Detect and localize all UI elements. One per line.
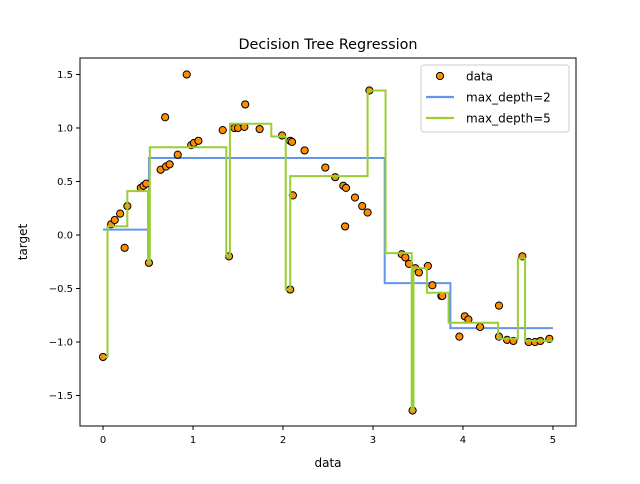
- data-point: [182, 70, 191, 79]
- x-tick-label: 2: [280, 435, 286, 446]
- data-point: [165, 160, 174, 169]
- data-point: [161, 113, 170, 122]
- data-point: [116, 209, 125, 218]
- data-point: [331, 173, 340, 182]
- chart-title: Decision Tree Regression: [238, 37, 417, 53]
- data-point: [494, 301, 504, 310]
- data-point: [300, 146, 309, 155]
- legend-label-data: data: [466, 70, 493, 84]
- data-point: [218, 126, 227, 135]
- y-tick-label: 0.0: [57, 230, 73, 241]
- data-point: [475, 322, 485, 332]
- y-tick-label: 1.0: [57, 123, 73, 134]
- data-point: [414, 268, 423, 277]
- data-point: [287, 137, 297, 146]
- y-tick-label: 0.5: [57, 177, 73, 188]
- legend-label-depth5: max_depth=5: [466, 112, 551, 126]
- legend: data max_depth=2 max_depth=5: [420, 64, 570, 133]
- data-point: [194, 136, 203, 145]
- x-tick-label: 4: [460, 435, 466, 446]
- data-point: [142, 179, 151, 188]
- y-axis: −1.5 −1.0 −0.5 0.0 0.5 1.0 1.5: [49, 70, 80, 402]
- data-point: [340, 222, 350, 231]
- x-tick-label: 0: [100, 435, 106, 446]
- axes-frame: [79, 57, 577, 427]
- data-point: [350, 193, 360, 202]
- y-tick-label: −1.0: [49, 337, 73, 348]
- data-point: [110, 215, 119, 225]
- data-point: [255, 124, 264, 134]
- data-point: [363, 208, 372, 217]
- data-point: [358, 201, 367, 211]
- data-point: [341, 183, 351, 193]
- x-tick-label: 3: [370, 435, 376, 446]
- legend-label-depth2: max_depth=2: [466, 91, 551, 105]
- x-tick-label: 1: [190, 435, 196, 446]
- data-point: [173, 150, 182, 159]
- plot-area: [98, 70, 554, 415]
- x-axis: 0 1 2 3 4 5: [100, 426, 556, 446]
- data-point: [278, 131, 287, 140]
- data-point: [428, 281, 437, 290]
- data-point: [321, 163, 330, 172]
- x-tick-label: 5: [550, 435, 556, 446]
- series-line-max-depth-5: [103, 89, 553, 412]
- x-axis-label: data: [314, 456, 341, 470]
- legend-marker-data: [435, 71, 445, 81]
- data-point: [455, 332, 464, 341]
- y-tick-label: −0.5: [49, 284, 73, 295]
- y-axis-label: target: [16, 223, 30, 260]
- y-tick-label: −1.5: [49, 391, 73, 402]
- data-point: [241, 100, 250, 109]
- y-tick-label: 1.5: [57, 70, 73, 81]
- data-point: [120, 243, 129, 252]
